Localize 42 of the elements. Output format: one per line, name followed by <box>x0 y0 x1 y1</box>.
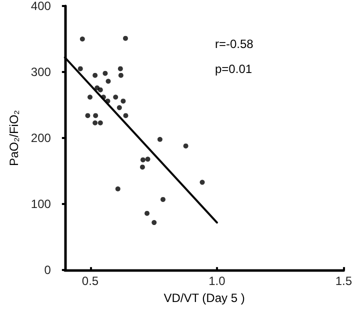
point <box>145 156 150 162</box>
point <box>100 94 106 100</box>
y-axis-title: PaO₂/FiO₂ <box>7 110 21 166</box>
point <box>80 36 85 42</box>
point <box>118 72 124 78</box>
point <box>92 72 98 78</box>
point <box>88 94 93 100</box>
x-tick-label: 0.5 <box>82 274 99 288</box>
point <box>105 98 110 104</box>
y-tick-label: 200 <box>30 131 52 146</box>
y-tick-label: 100 <box>30 197 52 212</box>
point <box>122 36 128 41</box>
point <box>183 143 188 148</box>
x-axis-title: VD/VT (Day 5 ) <box>164 291 245 305</box>
point <box>93 113 98 118</box>
point <box>78 66 83 72</box>
point <box>140 157 146 162</box>
point <box>160 196 166 202</box>
x-tick-label: 1.0 <box>208 274 226 288</box>
point <box>98 87 103 92</box>
x-tick-label: 1.5 <box>335 274 352 288</box>
point <box>120 98 126 104</box>
point <box>102 70 108 76</box>
point <box>123 113 128 118</box>
point <box>157 136 162 142</box>
point <box>118 66 123 72</box>
point <box>140 164 145 170</box>
y-tick-label: 300 <box>30 65 52 80</box>
point <box>115 186 120 192</box>
annotation: p=0.01 <box>215 62 252 76</box>
point <box>116 105 122 110</box>
point <box>144 210 150 216</box>
y-tick-label: 400 <box>30 0 52 13</box>
point <box>152 220 157 226</box>
y-tick-label: 0 <box>44 263 52 278</box>
point <box>85 113 90 118</box>
point <box>98 120 103 126</box>
point <box>200 180 205 185</box>
point <box>113 94 118 100</box>
point <box>106 78 111 84</box>
point <box>92 120 98 126</box>
annotation: r=-0.58 <box>215 37 254 51</box>
